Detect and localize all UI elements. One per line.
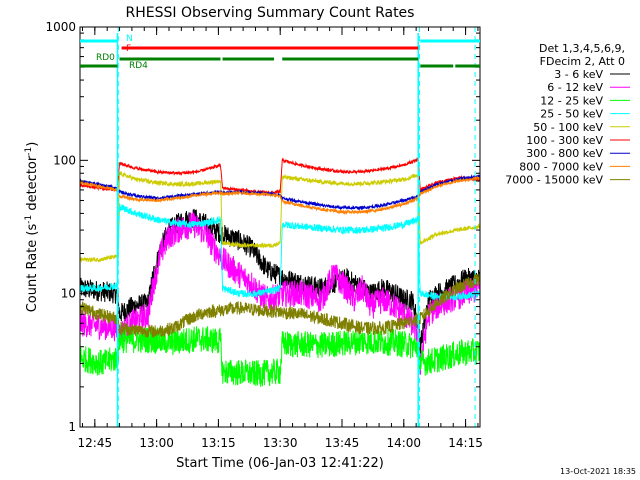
x-axis-label: Start Time (06-Jan-03 12:41:22) bbox=[176, 456, 384, 471]
y-tick-label-3: 1000 bbox=[45, 20, 76, 34]
y-tick-label-0: 1 bbox=[68, 420, 76, 434]
chart-title: RHESSI Observing Summary Count Rates bbox=[126, 5, 415, 21]
y-tick-label-2: 100 bbox=[53, 153, 76, 167]
series-line-4 bbox=[80, 170, 480, 263]
flag-label-f: F bbox=[126, 44, 131, 54]
legend-label-3: 25 - 50 keV bbox=[540, 108, 603, 121]
x-tick-label-1: 13:00 bbox=[139, 436, 174, 450]
legend-label-6: 300 - 800 keV bbox=[526, 147, 603, 160]
legend-label-8: 7000 - 15000 keV bbox=[505, 174, 603, 187]
legend-label-2: 12 - 25 keV bbox=[540, 94, 603, 107]
legend-label-0: 3 - 6 keV bbox=[554, 68, 603, 81]
flag-label-rd0: RD0 bbox=[96, 53, 115, 63]
flag-label-n: N bbox=[126, 34, 133, 44]
series-line-8 bbox=[80, 273, 480, 338]
y-tick-label-1: 10 bbox=[61, 287, 76, 301]
legend-header-decim: FDecim 2, Att 0 bbox=[540, 55, 625, 68]
series-line-7 bbox=[80, 176, 480, 216]
flag-label-rd4: RD4 bbox=[129, 61, 148, 71]
series-line-2 bbox=[80, 326, 480, 387]
legend-label-5: 100 - 300 keV bbox=[526, 134, 603, 147]
x-tick-label-0: 12:45 bbox=[78, 436, 113, 450]
legend-header-detectors: Det 1,3,4,5,6,9, bbox=[539, 42, 625, 55]
series-line-3 bbox=[80, 202, 480, 302]
series-line-5 bbox=[80, 157, 480, 196]
timestamp: 13-Oct-2021 18:35 bbox=[560, 467, 636, 476]
x-tick-label-4: 13:45 bbox=[325, 436, 360, 450]
y-axis-label: Count Rate (s-1 detector-1) bbox=[24, 142, 40, 313]
legend-label-1: 6 - 12 keV bbox=[547, 81, 603, 94]
legend-label-4: 50 - 100 keV bbox=[533, 121, 603, 134]
x-tick-label-5: 14:00 bbox=[386, 436, 421, 450]
legend-label-7: 800 - 7000 keV bbox=[519, 160, 603, 173]
x-tick-label-6: 14:15 bbox=[448, 436, 483, 450]
x-tick-label-2: 13:15 bbox=[201, 436, 236, 450]
x-tick-label-3: 13:30 bbox=[263, 436, 298, 450]
legend: Det 1,3,4,5,6,9, FDecim 2, Att 0 3 - 6 k… bbox=[505, 42, 630, 187]
